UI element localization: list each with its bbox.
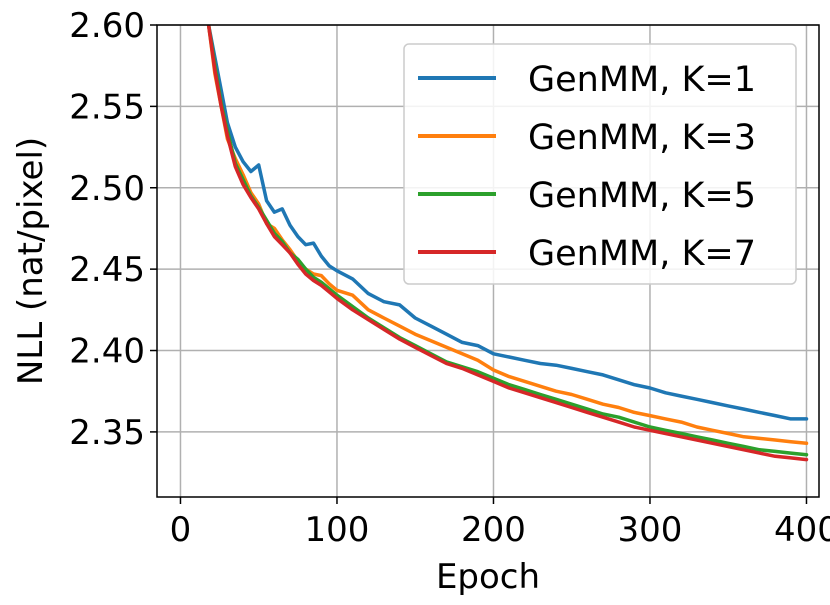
y-tick-label: 2.35 <box>69 413 145 453</box>
axis-ticks: 0 100 200 300 400 2.35 2.40 2.45 2.50 2.55 2.60 <box>69 6 830 550</box>
x-tick-label: 100 <box>305 510 370 550</box>
y-axis-label: NLL (nat/pixel) <box>11 137 51 385</box>
legend-label: GenMM, K=5 <box>528 176 756 216</box>
y-tick-label: 2.40 <box>69 332 145 372</box>
legend: GenMM, K=1 GenMM, K=3 GenMM, K=5 GenMM, K=7 <box>403 43 797 285</box>
x-tick-label: 400 <box>774 510 830 550</box>
x-tick-label: 200 <box>461 510 526 550</box>
y-tick-label: 2.60 <box>69 6 145 46</box>
series-layer <box>206 25 809 462</box>
series-line-4 <box>206 25 809 462</box>
x-tick-label: 300 <box>618 510 683 550</box>
y-tick-label: 2.55 <box>69 87 145 127</box>
y-tick-label: 2.45 <box>69 250 145 290</box>
x-axis-label: Epoch <box>436 557 540 597</box>
legend-box <box>403 43 797 285</box>
legend-label: GenMM, K=7 <box>528 234 756 274</box>
series-line-2 <box>206 25 809 446</box>
x-tick-label: 0 <box>170 510 192 550</box>
y-tick-label: 2.50 <box>69 169 145 209</box>
series-line-1 <box>206 25 809 421</box>
plot-frame <box>156 24 820 498</box>
legend-label: GenMM, K=1 <box>528 60 756 100</box>
legend-label: GenMM, K=3 <box>528 118 756 158</box>
